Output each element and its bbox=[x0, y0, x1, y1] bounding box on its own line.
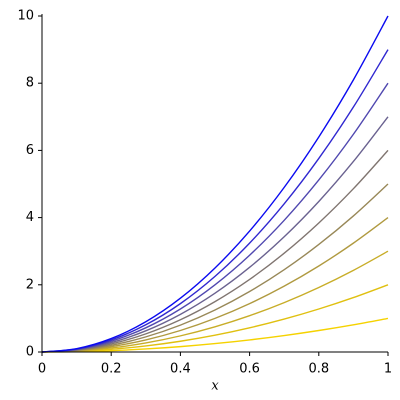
series-line bbox=[41, 15, 389, 353]
series-line bbox=[41, 317, 389, 353]
y-tick-label: 0 bbox=[26, 345, 34, 360]
y-tick-label: 4 bbox=[26, 210, 34, 225]
series-line bbox=[41, 217, 389, 353]
x-tick-label: 0.4 bbox=[170, 362, 191, 377]
y-tick-label: 6 bbox=[26, 143, 34, 158]
series-line bbox=[41, 250, 389, 353]
x-tick-label: 1 bbox=[384, 362, 392, 377]
series-line bbox=[41, 149, 389, 353]
x-tick-label: 0.8 bbox=[308, 362, 329, 377]
series-line bbox=[41, 183, 389, 353]
y-tick-label: 10 bbox=[17, 9, 34, 24]
y-tick-label: 8 bbox=[26, 76, 34, 91]
x-axis-label: x bbox=[211, 379, 219, 394]
series-line bbox=[41, 49, 389, 353]
series-line bbox=[41, 82, 389, 353]
y-tick-label: 2 bbox=[26, 277, 34, 292]
series-line bbox=[41, 284, 389, 353]
x-tick-label: 0 bbox=[38, 362, 46, 377]
x-tick-label: 0.6 bbox=[239, 362, 260, 377]
x-tick-label: 0.2 bbox=[101, 362, 122, 377]
series-line bbox=[41, 116, 389, 353]
